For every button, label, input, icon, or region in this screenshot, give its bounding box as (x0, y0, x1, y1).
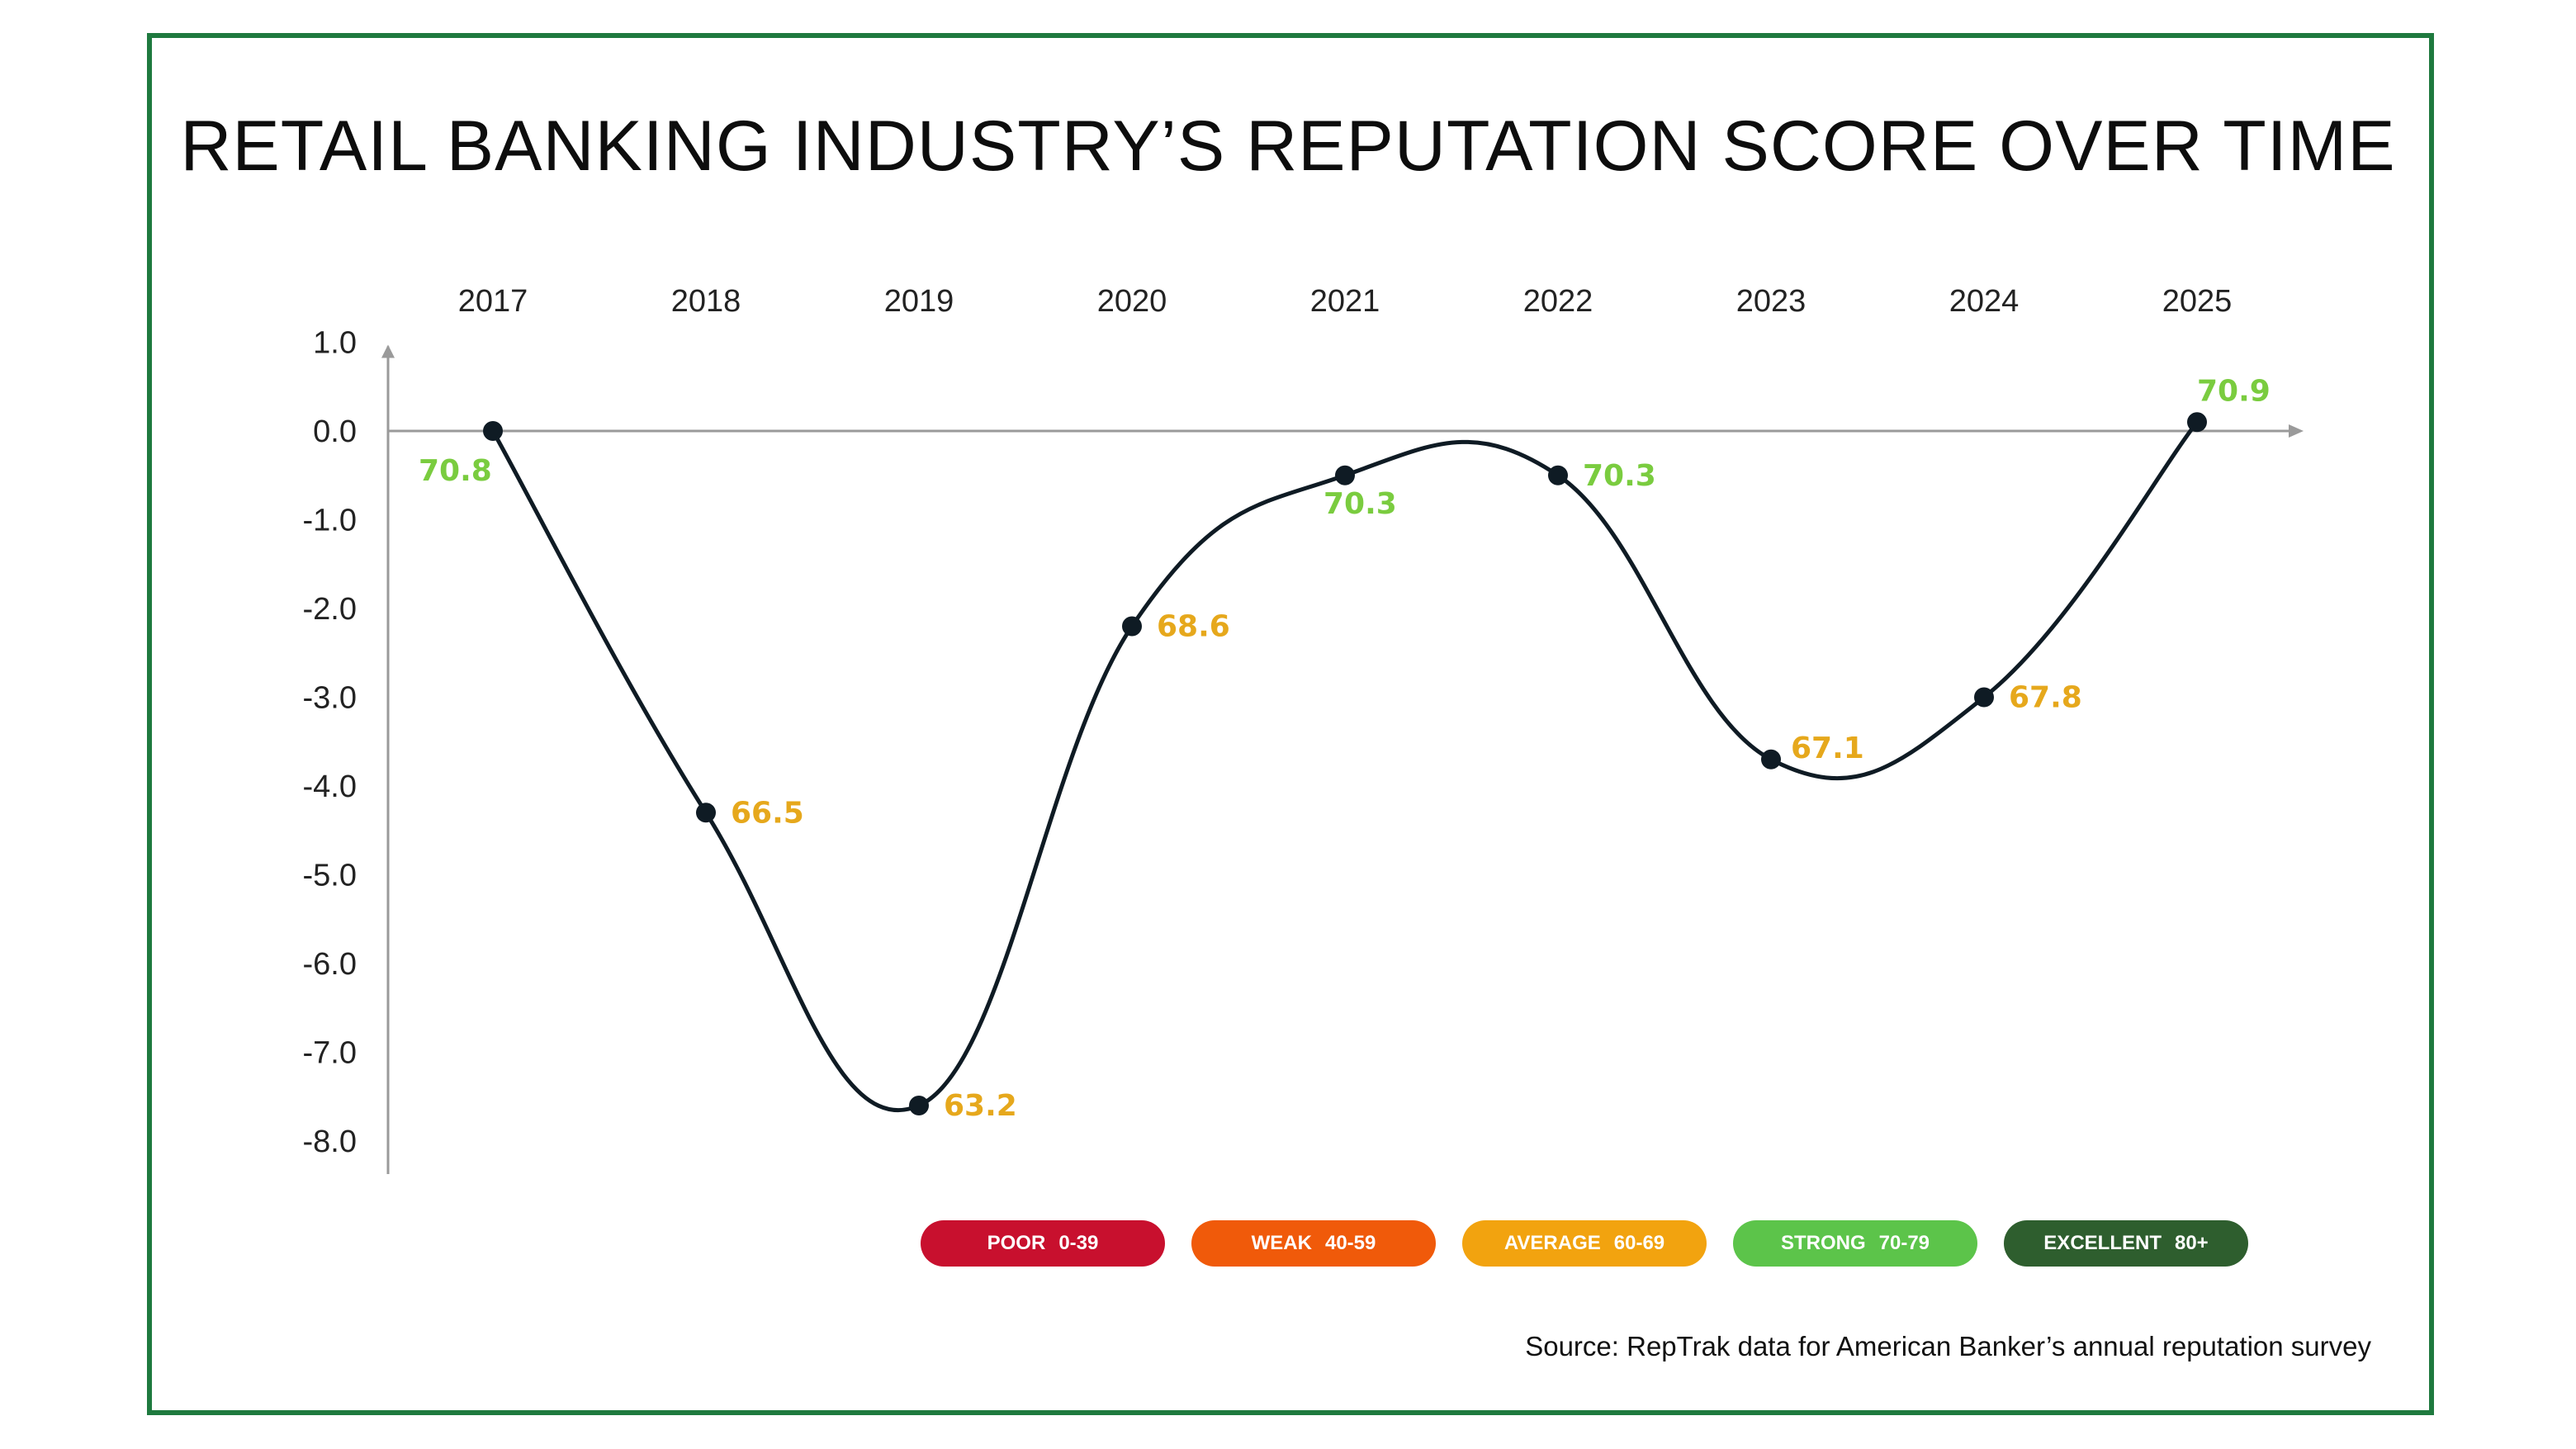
x-tick-label: 2018 (671, 284, 741, 319)
y-tick-label: 1.0 (313, 326, 357, 361)
data-point (1974, 687, 1994, 708)
x-axis-arrow (2289, 424, 2304, 438)
x-tick-label: 2025 (2162, 284, 2233, 319)
legend-range: 40-59 (1324, 1232, 1376, 1254)
legend-range: 70-79 (1878, 1232, 1930, 1254)
data-label: 63.2 (944, 1089, 1017, 1123)
legend-item-average: AVERAGE 60-69 (1462, 1220, 1707, 1267)
data-label: 67.1 (1791, 732, 1864, 765)
x-tick-label: 2021 (1310, 284, 1380, 319)
x-tick-label: 2023 (1736, 284, 1807, 319)
data-label: 70.9 (2197, 374, 2271, 408)
y-tick-label: 0.0 (313, 414, 357, 449)
y-tick-label: -1.0 (303, 504, 357, 538)
legend-item-strong: STRONG 70-79 (1733, 1220, 1977, 1267)
legend-label: WEAK (1251, 1232, 1312, 1254)
legend-label: POOR (987, 1232, 1046, 1254)
source-note: Source: RepTrak data for American Banker… (1525, 1331, 2371, 1361)
y-tick-label: -6.0 (303, 947, 357, 982)
data-point (1548, 465, 1568, 485)
x-tick-label: 2019 (884, 284, 954, 319)
x-tick-label: 2022 (1523, 284, 1593, 319)
data-point (1335, 465, 1355, 485)
data-label: 66.5 (731, 796, 804, 830)
legend-item-poor: POOR 0-39 (921, 1220, 1165, 1267)
data-label: 70.3 (1324, 487, 1397, 521)
y-tick-label: -2.0 (303, 592, 357, 627)
data-point (1761, 749, 1781, 769)
legend-label: STRONG (1780, 1232, 1866, 1254)
legend-label: AVERAGE (1503, 1232, 1601, 1254)
data-label: 67.8 (2009, 681, 2082, 715)
x-tick-label: 2017 (458, 284, 528, 319)
x-tick-label: 2020 (1097, 284, 1167, 319)
series-line (490, 420, 2199, 1113)
y-tick-label: -8.0 (303, 1125, 357, 1159)
chart-frame (147, 33, 2434, 1415)
y-tick-label: -4.0 (303, 769, 357, 804)
legend-range: 80+ (2174, 1232, 2209, 1254)
chart-title: RETAIL BANKING INDUSTRY’S REPUTATION SCO… (180, 107, 2396, 186)
data-point (483, 421, 503, 441)
legend-range: 0-39 (1058, 1232, 1099, 1254)
data-point (2187, 412, 2207, 433)
legend-item-weak: WEAK 40-59 (1191, 1220, 1436, 1267)
x-tick-label: 2024 (1949, 284, 2020, 319)
data-point (909, 1096, 929, 1115)
data-label: 68.6 (1157, 610, 1230, 644)
legend-item-excellent: EXCELLENT 80+ (2004, 1220, 2248, 1267)
y-tick-label: -7.0 (303, 1036, 357, 1071)
data-label: 70.8 (419, 454, 492, 488)
legend-range: 60-69 (1613, 1232, 1665, 1254)
legend-label: EXCELLENT (2043, 1232, 2162, 1254)
data-label: 70.3 (1583, 459, 1656, 493)
y-axis-arrow (381, 344, 395, 358)
y-tick-label: -3.0 (303, 681, 357, 716)
data-point (1122, 616, 1142, 637)
y-tick-label: -5.0 (303, 859, 357, 893)
data-point (696, 803, 716, 823)
